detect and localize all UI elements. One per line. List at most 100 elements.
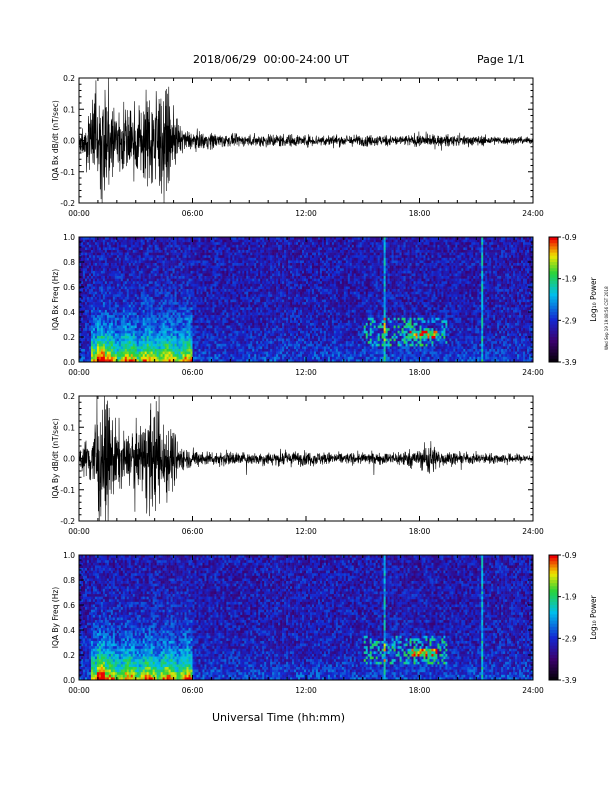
heat-cell xyxy=(234,281,236,284)
heat-cell xyxy=(101,318,103,321)
heat-cell xyxy=(276,300,278,303)
heat-cell xyxy=(220,286,222,289)
heat-cell xyxy=(210,310,212,313)
heat-cell xyxy=(95,305,97,308)
heat-cell xyxy=(175,255,177,258)
heat-cell xyxy=(208,315,210,318)
heat-cell xyxy=(183,352,185,355)
heat-cell xyxy=(129,307,131,310)
heat-cell xyxy=(244,255,246,258)
heat-cell xyxy=(165,310,167,313)
heat-cell xyxy=(276,250,278,253)
heat-cell xyxy=(103,318,105,321)
heat-cell xyxy=(216,352,218,355)
heat-cell xyxy=(83,333,85,336)
heat-cell xyxy=(131,255,133,258)
heat-cell xyxy=(161,260,163,263)
heat-cell xyxy=(177,260,179,263)
heat-cell xyxy=(222,328,224,331)
heat-cell xyxy=(163,276,165,279)
heat-cell xyxy=(179,281,181,284)
heat-cell xyxy=(242,300,244,303)
heat-cell xyxy=(185,346,187,349)
heat-cell xyxy=(240,289,242,292)
heat-cell xyxy=(123,250,125,253)
heat-cell xyxy=(91,328,93,331)
heat-cell xyxy=(224,302,226,305)
heat-cell xyxy=(153,336,155,339)
heat-cell xyxy=(81,344,83,347)
heat-cell xyxy=(200,255,202,258)
heat-cell xyxy=(91,268,93,271)
heat-cell xyxy=(107,286,109,289)
heat-cell xyxy=(99,240,101,243)
heat-cell xyxy=(129,300,131,303)
heat-cell xyxy=(147,286,149,289)
heat-cell xyxy=(262,341,264,344)
heat-cell xyxy=(214,255,216,258)
heat-cell xyxy=(274,242,276,245)
heat-cell xyxy=(143,357,145,360)
heat-cell xyxy=(194,260,196,263)
heat-cell xyxy=(167,323,169,326)
heat-cell xyxy=(278,268,280,271)
heat-cell xyxy=(242,242,244,245)
heat-cell xyxy=(244,245,246,248)
heat-cell xyxy=(103,349,105,352)
heat-cell xyxy=(117,250,119,253)
heat-cell xyxy=(177,331,179,334)
heat-cell xyxy=(169,333,171,336)
heat-cell xyxy=(89,250,91,253)
heat-cell xyxy=(266,336,268,339)
heat-cell xyxy=(103,320,105,323)
heat-cell xyxy=(103,276,105,279)
heat-cell xyxy=(99,310,101,313)
heat-cell xyxy=(155,268,157,271)
heat-cell xyxy=(196,258,198,261)
heat-cell xyxy=(171,289,173,292)
heat-cell xyxy=(238,357,240,360)
heat-cell xyxy=(228,250,230,253)
heat-cell xyxy=(250,326,252,329)
heat-cell xyxy=(123,297,125,300)
heat-cell xyxy=(159,313,161,316)
heat-cell xyxy=(155,313,157,316)
heat-cell xyxy=(244,300,246,303)
heat-cell xyxy=(226,339,228,342)
heat-cell xyxy=(131,339,133,342)
heat-cell xyxy=(232,341,234,344)
heat-cell xyxy=(216,318,218,321)
heat-cell xyxy=(167,240,169,243)
heat-cell xyxy=(218,300,220,303)
heat-cell xyxy=(193,284,195,287)
heat-cell xyxy=(127,260,129,263)
heat-cell xyxy=(139,245,141,248)
heat-cell xyxy=(99,357,101,360)
heat-cell xyxy=(194,279,196,282)
heat-cell xyxy=(99,307,101,310)
heat-cell xyxy=(153,258,155,261)
heat-cell xyxy=(248,323,250,326)
heat-cell xyxy=(151,339,153,342)
heat-cell xyxy=(232,354,234,357)
heat-cell xyxy=(208,344,210,347)
heat-cell xyxy=(121,318,123,321)
heat-cell xyxy=(93,341,95,344)
heat-cell xyxy=(202,292,204,295)
heat-cell xyxy=(274,286,276,289)
heat-cell xyxy=(226,320,228,323)
heat-cell xyxy=(258,276,260,279)
heat-cell xyxy=(143,326,145,329)
heat-cell xyxy=(89,331,91,334)
heat-cell xyxy=(139,279,141,282)
heat-cell xyxy=(95,250,97,253)
heat-cell xyxy=(230,294,232,297)
heat-cell xyxy=(87,331,89,334)
heat-cell xyxy=(95,341,97,344)
heat-cell xyxy=(278,240,280,243)
heat-cell xyxy=(121,268,123,271)
heat-cell xyxy=(222,357,224,360)
heat-cell xyxy=(258,310,260,313)
heat-cell xyxy=(129,339,131,342)
heat-cell xyxy=(202,279,204,282)
